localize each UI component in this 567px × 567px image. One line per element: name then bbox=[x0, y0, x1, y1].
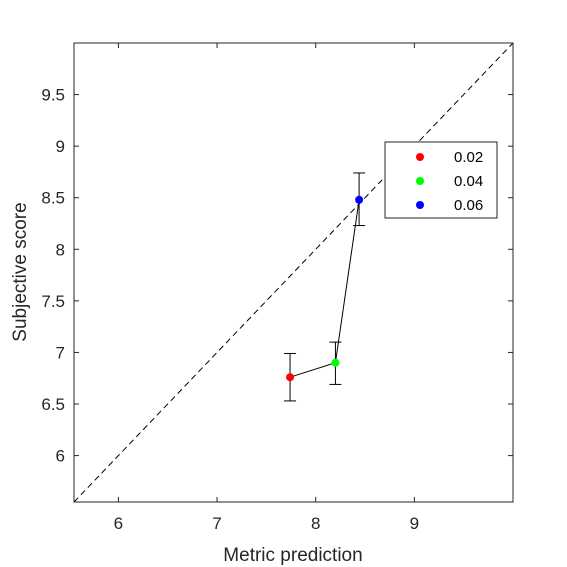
x-tick-label: 9 bbox=[410, 514, 419, 533]
legend-marker-0.04 bbox=[416, 177, 424, 185]
data-point-0.02 bbox=[286, 373, 295, 382]
data-point-0.06 bbox=[355, 195, 364, 204]
y-axis-label: Subjective score bbox=[10, 202, 31, 341]
x-axis-label: Metric prediction bbox=[223, 545, 362, 566]
axis-ticks: 6 7 8 9 6 6.5 7 7.5 8 8.5 9 9.5 bbox=[41, 43, 513, 533]
data-point-0.04 bbox=[331, 358, 340, 367]
y-tick-label: 6.5 bbox=[41, 395, 65, 414]
legend-label-0.06: 0.06 bbox=[454, 197, 483, 214]
legend-marker-0.06 bbox=[416, 201, 424, 209]
legend: 0.02 0.04 0.06 bbox=[384, 141, 498, 219]
x-tick-label: 7 bbox=[212, 514, 221, 533]
axes-box bbox=[73, 42, 514, 503]
x-tick-label: 8 bbox=[311, 514, 320, 533]
reference-line bbox=[73, 42, 514, 503]
y-tick-label: 9 bbox=[56, 137, 65, 156]
y-tick-label: 7 bbox=[56, 343, 65, 362]
y-tick-label: 8.5 bbox=[41, 189, 65, 208]
legend-box bbox=[384, 141, 498, 219]
legend-label-0.02: 0.02 bbox=[454, 149, 483, 166]
y-tick-label: 9.5 bbox=[41, 86, 65, 105]
x-tick-label: 6 bbox=[114, 514, 123, 533]
plot-area bbox=[73, 42, 514, 503]
legend-marker-0.02 bbox=[416, 153, 424, 161]
y-tick-label: 6 bbox=[56, 447, 65, 466]
legend-label-0.04: 0.04 bbox=[454, 173, 483, 190]
y-tick-label: 7.5 bbox=[41, 292, 65, 311]
y-tick-label: 8 bbox=[56, 240, 65, 259]
